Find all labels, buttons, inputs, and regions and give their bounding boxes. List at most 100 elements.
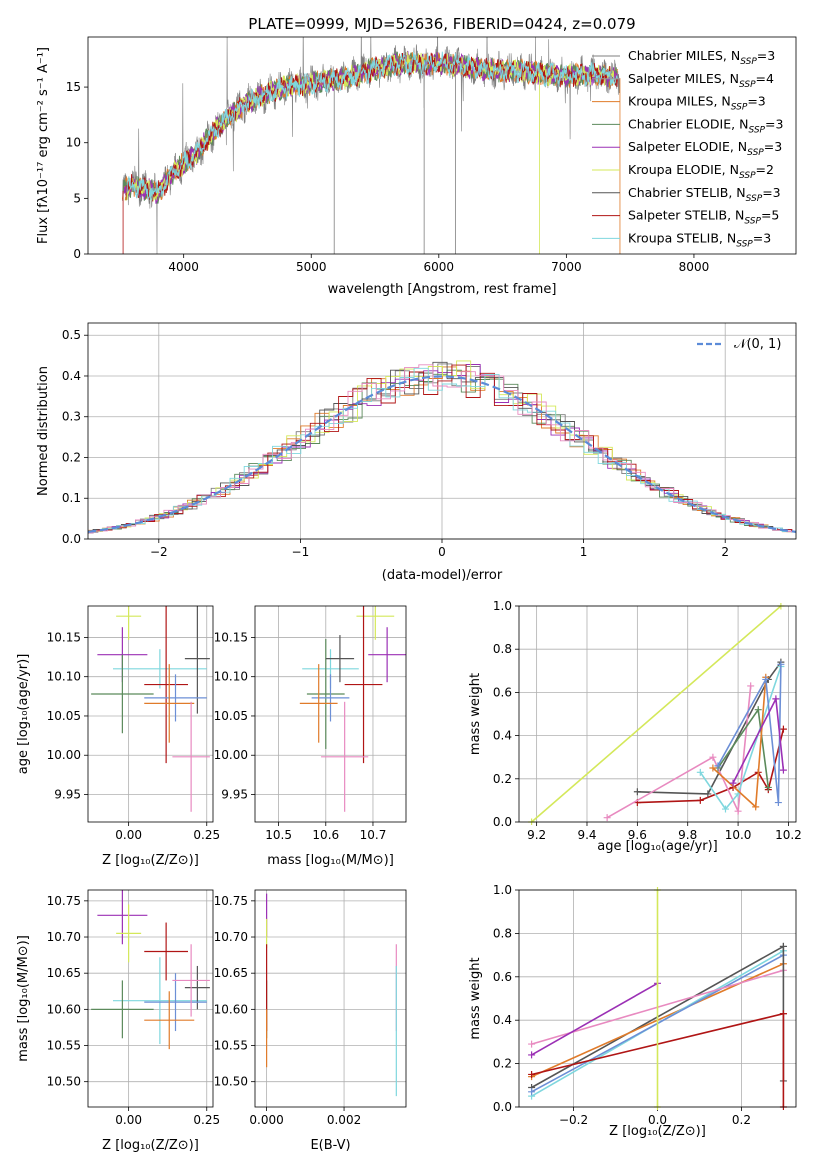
series-line xyxy=(712,677,767,809)
series-marker xyxy=(528,1070,536,1078)
series-line xyxy=(606,685,752,819)
y-tick-label: 10.50 xyxy=(214,1075,248,1089)
series-marker xyxy=(747,682,755,690)
series-marker xyxy=(729,779,737,787)
series-marker xyxy=(714,762,722,770)
x-tick-label: 10.0 xyxy=(725,828,752,842)
data-point xyxy=(184,965,210,1010)
legend-label: Salpeter ELODIE, NSSP=3 xyxy=(628,139,782,158)
y-axis-label: Flux [fλ10⁻¹⁷ erg cm⁻² s⁻¹ A⁻¹] xyxy=(36,47,51,244)
massweight_vs_age-panel: 9.2 9.4 9.6 9.8 10.0 10.2 0.0 0.2 0.4 0.6 0.8 1.0 ag… xyxy=(468,599,802,854)
x-tick-label: 0.2 xyxy=(732,1113,751,1127)
x-tick-label: 4000 xyxy=(168,260,199,274)
data-point xyxy=(368,627,406,683)
data-point xyxy=(116,904,142,963)
x-axis-label: mass [log₁₀(M/M⊙)] xyxy=(267,853,394,868)
data-point xyxy=(91,654,154,734)
x-tick-label: 0.00 xyxy=(115,828,142,842)
y-tick-label: 10.60 xyxy=(47,1002,81,1016)
y-tick-label: 0 xyxy=(73,247,81,261)
legend-label-base: Chabrier STELIB, N xyxy=(628,185,746,200)
series-line xyxy=(531,605,782,823)
x-axis-label: age [log₁₀(age/yr)] xyxy=(597,839,718,854)
legend-label: Chabrier MILES, NSSP=3 xyxy=(628,48,775,67)
data-point xyxy=(172,944,210,1017)
x-tick-label: 9.6 xyxy=(628,828,647,842)
legend-label-sub: SSP xyxy=(740,57,757,67)
series-marker xyxy=(709,753,717,761)
series-marker xyxy=(772,695,780,703)
spectrum-model-line xyxy=(126,51,618,201)
series-marker xyxy=(779,766,787,774)
histogram-line xyxy=(88,361,796,534)
axes-frame xyxy=(518,605,797,823)
spectrum-data-line xyxy=(122,37,621,254)
x-axis-label: wavelength [Angstrom, rest frame] xyxy=(328,282,557,297)
y-tick-label: 15 xyxy=(66,80,81,94)
x-axis-label: Z [log₁₀(Z/Z⊙)] xyxy=(102,853,199,868)
x-axis-label: E(B-V) xyxy=(310,1138,350,1153)
series-marker xyxy=(633,788,641,796)
data-point xyxy=(144,973,207,1032)
data-point xyxy=(144,674,207,722)
x-tick-label: 10.5 xyxy=(265,828,292,842)
series-marker xyxy=(696,796,704,804)
series-marker xyxy=(528,1088,536,1096)
series-marker xyxy=(754,706,762,714)
axes-frame xyxy=(254,605,407,823)
legend-label: Kroupa MILES, NSSP=3 xyxy=(628,94,766,113)
y-tick-label: 10.55 xyxy=(214,1039,248,1053)
residuals-panel: −2 −1 0 1 2 0.0 0.1 0.2 0.3 0.4 0.5 𝒩(0, 1) (data-mo… xyxy=(36,322,797,583)
legend-label-sub: SSP xyxy=(739,171,756,181)
y-tick-label: 0.6 xyxy=(493,685,512,699)
legend-label-tail: =3 xyxy=(765,116,783,131)
y-axis-label: mass weight xyxy=(468,673,483,755)
y-tick-label: 0.5 xyxy=(62,328,81,342)
y-tick-label: 0.8 xyxy=(493,642,512,656)
x-tick-label: 0.00 xyxy=(115,1113,142,1127)
series-marker xyxy=(709,764,717,772)
series-line xyxy=(531,982,658,1056)
series-lines xyxy=(528,603,787,825)
legend-label: 𝒩(0, 1) xyxy=(734,337,781,352)
data-point xyxy=(356,606,395,640)
series-marker xyxy=(777,660,785,668)
data-point xyxy=(144,664,195,743)
data-point xyxy=(144,606,188,764)
legend-label-sub: SSP xyxy=(731,103,748,113)
y-tick-label: 10.10 xyxy=(47,670,81,684)
legend-label-base: Chabrier ELODIE, N xyxy=(628,116,748,131)
series-marker xyxy=(752,803,760,811)
y-tick-label: 10.65 xyxy=(47,966,81,980)
series-marker xyxy=(528,1040,536,1048)
series-marker xyxy=(774,799,782,807)
legend-label-tail: =4 xyxy=(756,71,774,86)
legend-label-sub: SSP xyxy=(736,239,753,249)
mass_vs_ebv-panel: 0.000 0.002 10.50 10.55 10.60 10.65 10.70 10.75… xyxy=(214,889,407,1153)
legend-label: Kroupa ELODIE, NSSP=2 xyxy=(628,162,774,181)
x-tick-label: 8000 xyxy=(679,260,710,274)
legend-label-tail: =3 xyxy=(753,230,771,245)
y-tick-label: 9.95 xyxy=(221,788,248,802)
massweight_vs_Z-panel: −0.2 0.0 0.2 0.0 0.2 0.4 0.6 0.8 1.0 Z [log₁₀(Z/Z… xyxy=(468,883,797,1139)
y-tick-label: 10.05 xyxy=(47,709,81,723)
legend-label-tail: =3 xyxy=(757,48,775,63)
y-tick-label: 10.15 xyxy=(47,630,81,644)
series-line xyxy=(637,661,782,795)
series-marker xyxy=(779,1010,787,1018)
series-marker xyxy=(696,768,704,776)
y-tick-label: 1.0 xyxy=(493,883,512,897)
gaussian-curve xyxy=(88,375,796,533)
y-tick-label: 10.55 xyxy=(47,1039,81,1053)
y-tick-label: 1.0 xyxy=(493,599,512,613)
legend-label-base: Chabrier MILES, N xyxy=(628,48,740,63)
axes-frame xyxy=(518,889,797,1108)
y-axis-label: Normed distribution xyxy=(36,366,51,496)
y-tick-label: 10.75 xyxy=(214,894,248,908)
legend-label-tail: =2 xyxy=(756,162,774,177)
y-axis-label: mass [log₁₀(M/M⊙)] xyxy=(16,935,31,1062)
spectrum-panel: 4000 5000 6000 7000 8000 0 5 10 15 Chabrier MILES… xyxy=(36,36,797,297)
legend-label-sub: SSP xyxy=(739,80,756,90)
spectrum-lines xyxy=(121,37,621,254)
y-tick-label: 10.00 xyxy=(47,748,81,762)
